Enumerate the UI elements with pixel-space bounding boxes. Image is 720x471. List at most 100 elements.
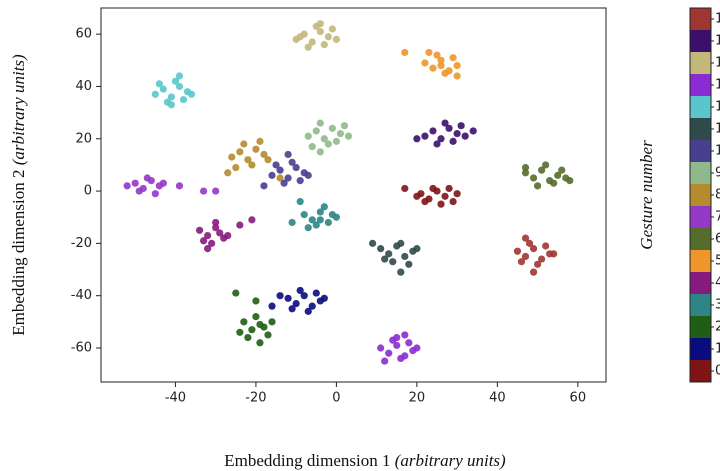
y-label-italic: (arbitrary units) — [9, 54, 28, 165]
point — [324, 33, 332, 41]
point — [377, 344, 385, 352]
point — [521, 169, 530, 177]
colorbar-tick-label: 12 — [715, 100, 720, 115]
colorbar-tick-label: 3 — [715, 298, 720, 313]
colorbar-segment — [690, 206, 711, 228]
point — [312, 221, 320, 229]
point — [175, 182, 184, 190]
point — [143, 174, 151, 182]
point — [296, 33, 304, 41]
colorbar-tick-label: 11 — [715, 122, 720, 137]
point — [155, 80, 163, 88]
x-label-text: Embedding dimension 1 — [224, 451, 390, 470]
point — [304, 43, 312, 51]
colorbar-segment — [690, 30, 711, 52]
point — [240, 318, 248, 326]
point — [280, 179, 288, 187]
point — [469, 127, 477, 135]
point — [272, 161, 280, 169]
point — [244, 156, 252, 164]
point — [542, 242, 550, 250]
point — [429, 64, 437, 72]
point — [421, 132, 429, 140]
colorbar-segment — [690, 162, 711, 184]
point — [288, 305, 296, 313]
point — [212, 187, 220, 195]
point — [449, 137, 457, 145]
point — [381, 255, 389, 263]
point — [517, 258, 526, 266]
x-label-italic: (arbitrary units) — [395, 451, 506, 470]
point — [316, 216, 324, 224]
colorbar-tick-label: 2 — [715, 320, 720, 335]
y-tick-label: 0 — [84, 184, 92, 199]
point — [445, 184, 453, 193]
x-tick-label: 60 — [570, 391, 587, 406]
x-tick-label: -40 — [165, 391, 186, 406]
point — [316, 208, 324, 216]
point — [308, 38, 316, 46]
point — [336, 129, 345, 138]
point — [276, 166, 284, 174]
point — [324, 218, 332, 227]
colorbar-tick-label: 0 — [715, 364, 720, 379]
point — [179, 95, 188, 104]
y-tick-label: 60 — [75, 27, 92, 42]
colorbar-tick-label: 5 — [715, 254, 720, 269]
point — [425, 48, 433, 57]
point — [248, 216, 256, 224]
point — [441, 119, 449, 127]
point — [421, 59, 429, 67]
point — [236, 328, 244, 336]
point — [529, 245, 538, 253]
point — [135, 187, 143, 195]
colorbar-frame — [689, 7, 712, 383]
point — [461, 132, 469, 140]
point — [296, 177, 304, 185]
y-tick-label: -60 — [71, 341, 92, 356]
point — [175, 82, 184, 91]
point — [328, 124, 336, 132]
point — [401, 331, 409, 339]
point — [212, 224, 220, 232]
colorbar-segment — [690, 184, 711, 206]
point — [224, 169, 232, 177]
point — [304, 171, 312, 179]
colorbar-segment — [690, 140, 711, 162]
point — [248, 326, 256, 334]
point — [260, 182, 268, 190]
point — [260, 150, 268, 159]
colorbar-segment — [690, 8, 711, 30]
colorbar-segment — [690, 338, 711, 360]
point — [256, 137, 264, 145]
point — [538, 166, 546, 174]
point — [296, 286, 304, 295]
point — [328, 211, 336, 219]
y-tick-label: 40 — [75, 79, 92, 94]
point — [304, 224, 312, 232]
point — [320, 41, 328, 49]
point — [240, 140, 248, 148]
x-tick-label: 40 — [489, 391, 506, 406]
plot-frame — [100, 7, 607, 383]
colorbar-tick-label: 14 — [715, 56, 720, 71]
point — [521, 234, 530, 242]
y-tick-label: -40 — [71, 288, 92, 303]
point — [397, 239, 405, 247]
point — [159, 85, 167, 93]
point — [304, 307, 312, 315]
point — [344, 132, 353, 140]
point — [449, 197, 457, 206]
point — [437, 56, 445, 64]
y-tick-label: 20 — [75, 131, 92, 146]
point — [550, 250, 558, 258]
point — [268, 302, 276, 310]
point — [167, 93, 176, 101]
point — [276, 292, 284, 300]
point — [316, 20, 324, 28]
point — [320, 203, 328, 211]
point — [256, 339, 264, 347]
point — [437, 61, 445, 70]
colorbar-tick-label: 10 — [715, 144, 720, 159]
